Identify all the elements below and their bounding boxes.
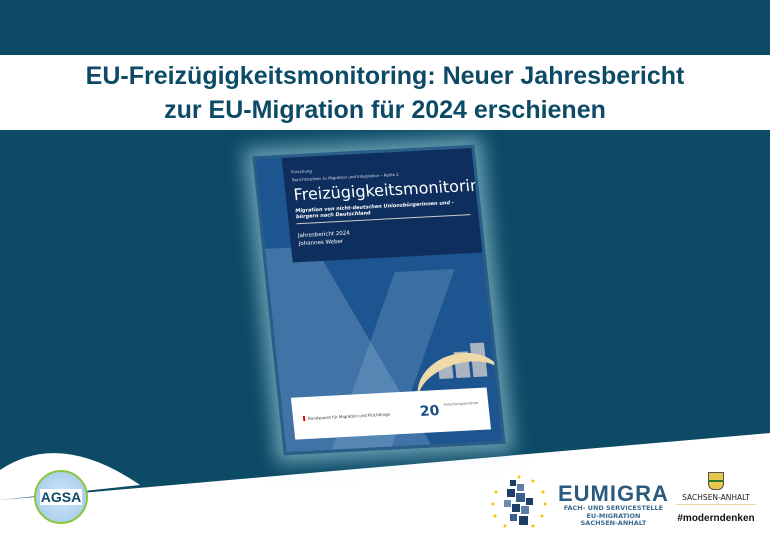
eumigra-logo: EUMIGRA FACH- UND SERVICESTELLE EU-MIGRA… [558, 483, 669, 528]
bamf-logo: Bundesamt für Migration und Flüchtlinge [302, 411, 391, 421]
cover-title-block: Forschung Berichtsreihen zu Migration un… [281, 147, 491, 263]
agsa-logo: AGSA [34, 470, 88, 524]
hashtag: #moderndenken [677, 513, 755, 524]
headline-band: EU-Freizügigkeitsmonitoring: Neuer Jahre… [0, 55, 770, 130]
anniversary-logo: 20 Forschungszentrum [419, 400, 479, 420]
sachsen-anhalt-name: SACHSEN-ANHALT [676, 493, 756, 505]
report-cover: Forschung Berichtsreihen zu Migration un… [252, 144, 506, 456]
headline-line-1: EU-Freizügigkeitsmonitoring: Neuer Jahre… [85, 61, 685, 90]
eumigra-name: EUMIGRA [558, 481, 669, 506]
cover-subtitle: Migration von nicht-deutschen Unionsbürg… [295, 199, 471, 225]
eumigra-line-2: EU-MIGRATION [586, 511, 641, 520]
coat-of-arms-icon [708, 472, 724, 490]
cover-footer: Bundesamt für Migration und Flüchtlinge … [290, 387, 491, 440]
eumigra-mosaic-icon [491, 475, 547, 528]
eumigra-line-3: SACHSEN-ANHALT [580, 519, 647, 527]
sachsen-anhalt-logo: SACHSEN-ANHALT #moderndenken [676, 472, 756, 524]
headline-line-2: zur EU-Migration für 2024 erschienen [164, 95, 606, 124]
eumigra-line-1: FACH- UND SERVICESTELLE [563, 504, 664, 512]
